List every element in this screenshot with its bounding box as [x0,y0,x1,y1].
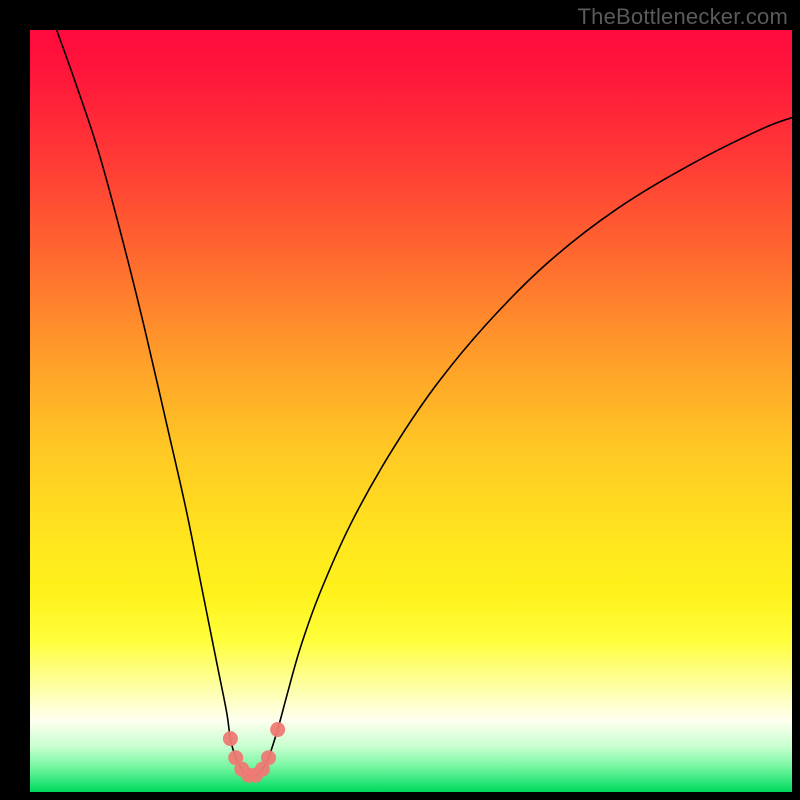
curve-path [57,30,792,776]
bottleneck-curve [30,30,792,792]
watermark-text: TheBottlenecker.com [578,4,788,30]
valley-marker [270,722,285,737]
valley-marker [223,731,238,746]
plot-area [30,30,792,792]
valley-marker [261,750,276,765]
